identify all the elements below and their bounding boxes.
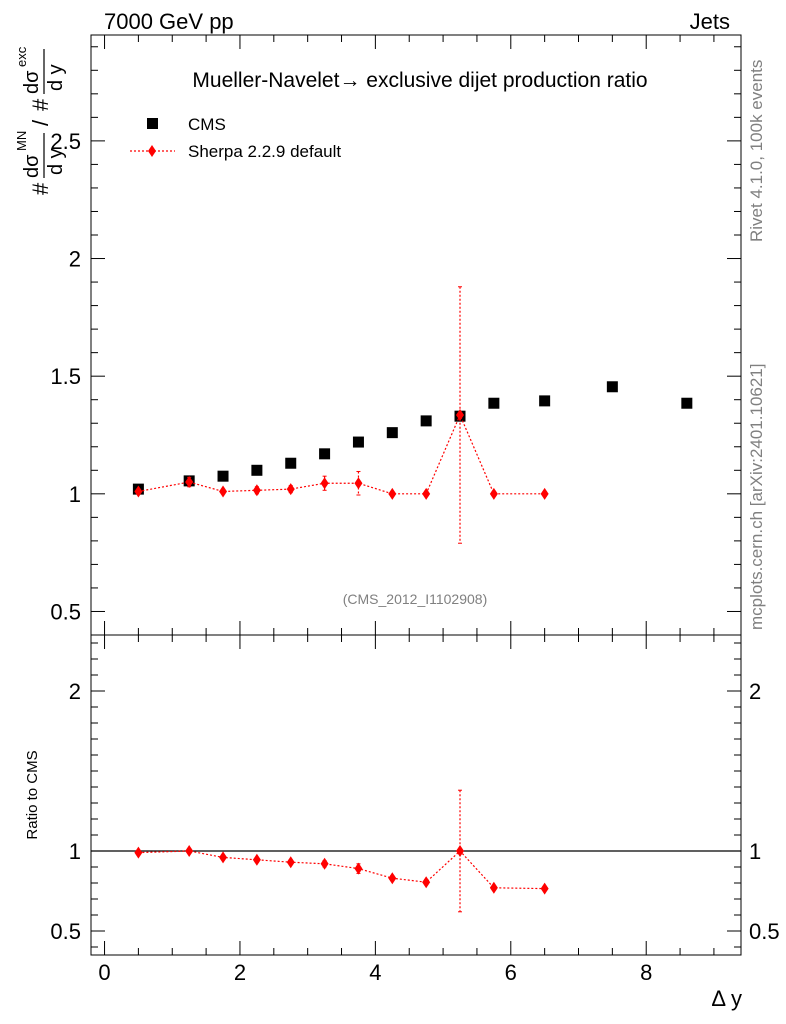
ratio-data-point [388, 872, 397, 885]
ratio-data-point [354, 862, 363, 875]
legend: CMS Sherpa 2.2.9 default [130, 115, 341, 161]
ratio-data-point [219, 851, 228, 864]
legend-sherpa-label: Sherpa 2.2.9 default [188, 142, 341, 161]
y-label-den-hash: # [28, 98, 53, 111]
ratio-y-tick-label-right: 2 [749, 679, 761, 704]
sherpa-line [138, 413, 545, 495]
x-tick-label: 4 [369, 960, 381, 985]
cms-data-point [217, 470, 229, 482]
main-y-tick-label: 1 [69, 482, 81, 507]
ratio-y-tick-label-right: 1 [749, 839, 761, 864]
cms-data-point [251, 464, 263, 476]
ratio-y-tick-label-right: 0.5 [749, 919, 780, 944]
cms-data-point [420, 415, 432, 427]
ratio-data-point [185, 845, 194, 857]
sherpa-data-point [134, 485, 143, 498]
category-label: Jets [690, 9, 730, 34]
cms-data-point [606, 381, 618, 393]
sherpa-data-point [252, 484, 261, 497]
ratio-data-point [489, 881, 498, 894]
ratio-y-tick-label-left: 2 [69, 679, 81, 704]
y-label-slash: / [28, 119, 53, 126]
energy-label: 7000 GeV pp [104, 9, 234, 34]
main-y-tick-label: 0.5 [50, 599, 81, 624]
analysis-watermark: (CMS_2012_I1102908) [343, 591, 488, 607]
legend-sherpa-marker [148, 145, 156, 157]
cms-data-point [488, 397, 500, 409]
sherpa-data-point [219, 485, 228, 498]
y-label-num-dy: d y [45, 148, 67, 175]
rivet-version-label: Rivet 4.1.0, 100k events [747, 60, 766, 242]
y-label-num-hash: # [28, 182, 53, 195]
ratio-data-point [252, 853, 261, 866]
ratio-data-point [134, 846, 143, 859]
sherpa-data-point [354, 477, 363, 490]
main-y-tick-label: 2 [69, 247, 81, 272]
ratio-data-point [422, 876, 431, 889]
x-axis-label: Δ y [711, 986, 742, 1011]
main-y-tick-label: 1.5 [50, 364, 81, 389]
ratio-data-point [540, 882, 549, 895]
y-label-num-dsigma: dσ [21, 154, 43, 178]
ratio-y-tick-label-left: 0.5 [50, 919, 81, 944]
y-label-den-sup: exc [14, 46, 29, 67]
cms-data-point [539, 395, 551, 407]
cms-data-point [386, 427, 398, 439]
main-y-axis-label: # dσ MN d y / # dσ exc d y [14, 46, 67, 195]
plot-title: Mueller-Navelet→ exclusive dijet product… [192, 69, 647, 92]
ratio-data-point [286, 856, 295, 869]
sherpa-data-point [540, 487, 549, 500]
sherpa-data-point [185, 476, 194, 489]
y-label-den-dy: d y [45, 64, 67, 91]
x-tick-label: 2 [234, 960, 246, 985]
cms-data-point [681, 397, 693, 409]
x-tick-label: 8 [640, 960, 652, 985]
cms-data-point [319, 448, 331, 460]
chart-marks: 0 2 4 6 8 0.5 1 1.5 2 2.5 0.5 0.5 1 1 2 2 [50, 35, 780, 985]
ratio-plot-frame [90, 634, 742, 956]
ratio-data-point [320, 857, 329, 870]
cms-data-point [352, 436, 364, 448]
sherpa-data-point [489, 487, 498, 500]
x-tick-label: 0 [98, 960, 110, 985]
sherpa-data-point [388, 487, 397, 500]
ratio-data-point [456, 845, 465, 857]
ratio-line [138, 850, 545, 890]
y-label-den-dsigma: dσ [21, 70, 43, 94]
legend-cms-label: CMS [188, 115, 226, 134]
sherpa-data-point [456, 409, 465, 421]
ratio-y-tick-label-left: 1 [69, 839, 81, 864]
legend-cms-marker [147, 118, 158, 129]
sherpa-data-point [422, 487, 431, 500]
sherpa-data-point [286, 483, 295, 496]
mcplots-label: mcplots.cern.ch [arXiv:2401.10621] [747, 364, 766, 630]
y-label-num-sup: MN [14, 131, 29, 151]
sherpa-data-point [320, 477, 329, 490]
main-y-tick-label: 2.5 [50, 129, 81, 154]
x-tick-label: 6 [505, 960, 517, 985]
cms-data-point [285, 457, 297, 469]
ratio-y-axis-label: Ratio to CMS [24, 750, 41, 839]
